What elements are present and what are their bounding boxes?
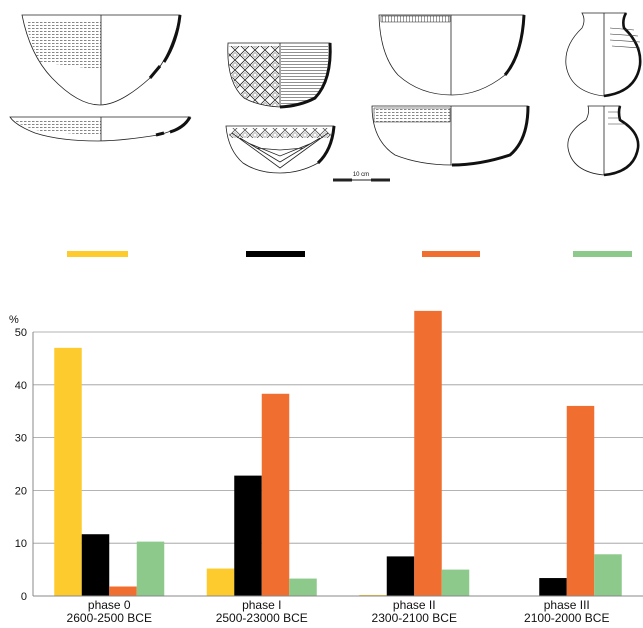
vessel-group-a-2 bbox=[9, 116, 192, 142]
gridlines bbox=[33, 331, 643, 544]
bar bbox=[206, 568, 235, 596]
bar bbox=[81, 534, 110, 596]
y-tick-label: 40 bbox=[15, 380, 27, 392]
bar bbox=[289, 578, 317, 596]
y-tick-label: 0 bbox=[21, 591, 27, 603]
bars bbox=[54, 310, 622, 596]
vessel-group-c-1 bbox=[378, 14, 526, 96]
vessel-group-b-2 bbox=[225, 125, 336, 174]
y-axis-unit: % bbox=[9, 314, 19, 326]
y-tick-label: 20 bbox=[15, 485, 27, 497]
bar bbox=[386, 556, 415, 596]
bar bbox=[109, 586, 137, 596]
bar bbox=[594, 554, 622, 596]
bar bbox=[54, 347, 82, 596]
legend-swatch-green bbox=[573, 251, 632, 257]
vessel-group-d-2 bbox=[567, 105, 640, 177]
bar bbox=[136, 541, 165, 596]
bar bbox=[539, 578, 567, 596]
bar bbox=[359, 594, 387, 596]
x-tick-label: phase II 2300-2100 BCE bbox=[372, 598, 457, 625]
y-tick-labels: 0 10 20 30 40 50 bbox=[15, 327, 27, 603]
vessel-group-a-1 bbox=[21, 14, 182, 106]
y-tick-label: 10 bbox=[15, 538, 27, 550]
legend bbox=[67, 251, 632, 257]
vessel-group-b-1 bbox=[227, 42, 332, 109]
x-tick-label: phase III 2100-2000 BCE bbox=[524, 598, 609, 625]
bar bbox=[261, 393, 290, 596]
vessel-group-d-1 bbox=[565, 12, 642, 98]
x-tick-label: phase I 2500-23000 BCE bbox=[216, 598, 308, 625]
bar bbox=[414, 310, 442, 596]
scale-bar-label: 10 cm bbox=[353, 172, 369, 178]
legend-swatch-orange bbox=[422, 251, 480, 257]
scale-bar: 10 cm bbox=[333, 172, 390, 182]
bar bbox=[234, 475, 262, 596]
pottery-illustrations: 10 cm bbox=[9, 12, 642, 182]
y-tick-label: 30 bbox=[15, 433, 27, 445]
legend-swatch-yellow bbox=[67, 251, 128, 257]
y-tick-label: 50 bbox=[15, 327, 27, 339]
x-tick-labels: phase 0 2600-2500 BCE phase I 2500-23000 BC… bbox=[67, 598, 610, 625]
x-tick-label: phase 0 2600-2500 BCE bbox=[67, 598, 152, 625]
bar bbox=[441, 569, 470, 596]
legend-swatch-black bbox=[246, 251, 305, 257]
vessel-group-c-2 bbox=[371, 105, 530, 167]
bar bbox=[566, 405, 595, 596]
